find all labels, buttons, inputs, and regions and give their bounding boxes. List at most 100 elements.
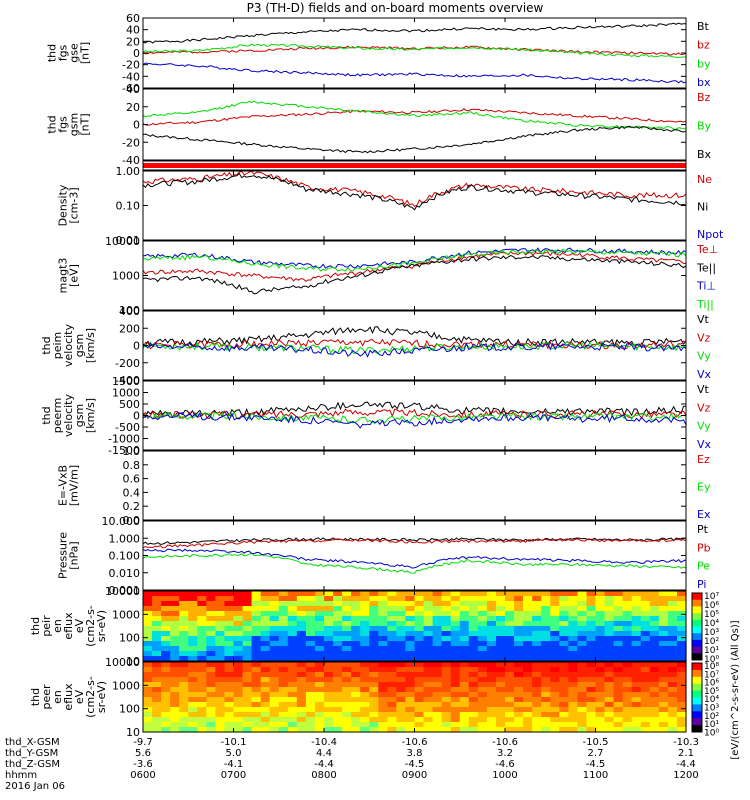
spectrogram-cell <box>423 606 434 612</box>
spectrogram-cell <box>658 636 669 642</box>
spectrogram-cell <box>260 697 271 703</box>
spectrogram-cell <box>242 606 253 612</box>
spectrogram-cell <box>550 656 560 662</box>
spectrogram-cell <box>595 631 606 637</box>
spectrogram-cell <box>170 672 180 678</box>
spectrogram-cell <box>586 712 597 718</box>
spectrogram-cell <box>378 596 388 602</box>
spectrogram-cell <box>324 656 334 662</box>
x-row-value: 3.8 <box>407 748 423 759</box>
spectrogram-cell <box>667 687 678 693</box>
spectrogram-cell <box>441 677 452 683</box>
spectrogram-cell <box>260 641 271 647</box>
spectrogram-cell <box>342 712 352 718</box>
spectrogram-cell <box>595 621 606 627</box>
y-axis-label: thd <box>46 115 59 133</box>
spectrogram-cell <box>206 596 216 602</box>
spectrogram-cell <box>405 687 416 693</box>
spectrogram-cell <box>595 717 606 723</box>
spectrogram-cell <box>658 687 669 693</box>
spectrogram-cell <box>278 697 289 703</box>
spectrogram-cell <box>486 707 497 713</box>
panels: 6040200-20-40-60thdfgsgse[nT]Btbzbybx402… <box>29 12 724 739</box>
colorbar-tick: 10⁷ <box>704 592 719 602</box>
spectrogram-cell <box>161 662 171 668</box>
spectrogram-cell <box>333 717 343 723</box>
legend-Ti⊥: Ti⊥ <box>696 280 716 293</box>
spectrogram-cell <box>414 687 425 693</box>
spectrogram-cell <box>369 621 379 627</box>
spectrogram-cell <box>495 646 506 652</box>
spectrogram-cell <box>541 621 551 627</box>
spectrogram-cell <box>441 596 452 602</box>
spectrogram-cell <box>387 682 397 688</box>
spectrogram-cell <box>305 727 316 733</box>
spectrogram-cell <box>459 672 470 678</box>
spectrogram-cell <box>396 682 407 688</box>
spectrogram-cell <box>287 651 298 657</box>
spectrogram-cell <box>242 636 253 642</box>
y-tick-label: 10 <box>126 726 140 739</box>
spectrogram-cell <box>152 712 162 718</box>
spectrogram-cell <box>188 722 198 728</box>
spectrogram-cell <box>305 591 316 597</box>
spectrogram-cell <box>450 616 461 622</box>
spectrogram-cell <box>532 656 542 662</box>
spectrogram-cell <box>242 717 253 723</box>
spectrogram-cell <box>333 631 343 637</box>
spectrogram-cell <box>667 606 678 612</box>
spectrogram-cell <box>667 646 678 652</box>
spectrogram-cell <box>658 662 669 668</box>
spectrogram-cell <box>468 677 479 683</box>
spectrogram-cell <box>423 651 434 657</box>
spectrogram-cell <box>486 591 497 597</box>
spectrogram-cell <box>595 596 606 602</box>
spectrogram-cell <box>486 621 497 627</box>
spectrogram-cell <box>613 722 624 728</box>
y-tick-label: 200 <box>119 322 140 335</box>
spectrogram-cell <box>333 687 343 693</box>
spectrogram-cell <box>676 616 687 622</box>
spectrogram-cell <box>152 702 162 708</box>
spectrogram-cell <box>414 697 425 703</box>
spectrogram-cell <box>658 631 669 637</box>
spectrogram-cell <box>152 667 162 673</box>
spectrogram-cell <box>278 662 289 668</box>
spectrogram-cell <box>613 677 624 683</box>
spectrogram-cell <box>305 621 316 627</box>
spectrogram-cell <box>640 712 651 718</box>
spectrogram-cell <box>233 621 244 627</box>
spectrogram-cell <box>595 646 606 652</box>
spectrogram-cell <box>351 611 361 617</box>
spectrogram-cell <box>477 692 488 698</box>
spectrogram-cell <box>532 641 542 647</box>
x-row-value: -4.5 <box>586 759 606 770</box>
spectrogram-cell <box>459 667 470 673</box>
spectrogram-cell <box>514 616 524 622</box>
spectrogram-cell <box>278 707 289 713</box>
spectrogram-cell <box>233 651 244 657</box>
spectrogram-cell <box>396 651 407 657</box>
spectrogram-cell <box>423 702 434 708</box>
spectrogram-cell <box>640 687 651 693</box>
spectrogram-cell <box>495 641 506 647</box>
y-axis-label: peir <box>40 615 53 637</box>
spectrogram-cell <box>296 692 307 698</box>
x-row-value: -10.5 <box>583 737 609 748</box>
spectrogram-cell <box>568 672 578 678</box>
spectrogram-cell <box>233 677 244 683</box>
spectrogram-cell <box>631 697 642 703</box>
spectrogram-cell <box>595 727 606 733</box>
spectrogram-cell <box>206 606 216 612</box>
spectrogram-cell <box>296 596 307 602</box>
spectrogram-cell <box>351 697 361 703</box>
spectrogram-cell <box>296 651 307 657</box>
spectrogram-cell <box>577 682 588 688</box>
spectrogram-cell <box>369 601 379 607</box>
spectrogram-cell <box>459 697 470 703</box>
spectrogram-cell <box>215 651 226 657</box>
spectrogram-cell <box>224 611 235 617</box>
spectrogram-cell <box>613 591 624 597</box>
spectrogram-cell <box>486 636 497 642</box>
spectrogram-cell <box>387 611 397 617</box>
